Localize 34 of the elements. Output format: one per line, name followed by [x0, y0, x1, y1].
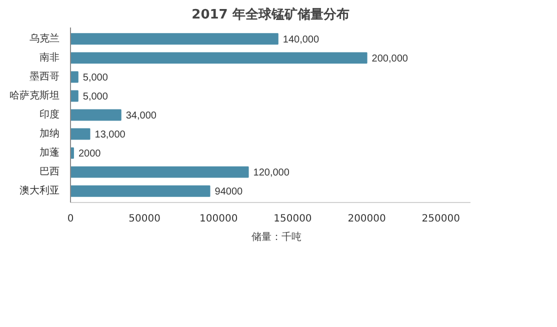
- bar: [70, 109, 122, 121]
- y-tick-label: 印度: [40, 108, 60, 120]
- x-tick-label: 200000: [348, 214, 386, 224]
- x-tick-label: 150000: [274, 214, 312, 224]
- x-tick-label: 0: [67, 214, 74, 224]
- bar: [70, 166, 249, 178]
- text: 储量：千吨: [252, 230, 302, 244]
- y-tick-label: 澳大利亚: [20, 184, 60, 197]
- y-tick-label: 南非: [40, 51, 60, 64]
- y-tick-label: 哈萨克斯坦: [10, 89, 60, 102]
- chart-title: 2017 年全球锰矿储量分布: [192, 6, 350, 22]
- data-label: 5,000: [82, 72, 108, 84]
- data-label: 94000: [214, 186, 244, 198]
- bar: [70, 71, 78, 83]
- data-label: 200,000: [372, 53, 408, 64]
- y-tick-label: 巴西: [40, 166, 60, 178]
- x-tick-label: 50000: [128, 214, 160, 224]
- data-label: 13,000: [94, 130, 126, 141]
- y-tick-label: 加蓬: [40, 146, 60, 159]
- x-tick-label: 250000: [422, 214, 460, 224]
- data-label: 5,000: [82, 91, 108, 102]
- y-tick-label: 乌克兰: [30, 32, 60, 44]
- data-label: 140,000: [282, 34, 320, 46]
- bar: [70, 52, 368, 64]
- x-tick-label: 100000: [200, 214, 238, 224]
- data-label: 2000: [78, 148, 102, 160]
- bar: [70, 185, 210, 197]
- bar: [70, 128, 90, 140]
- data-label: 34,000: [126, 110, 157, 122]
- bar: [70, 90, 78, 102]
- y-tick-label: 墨西哥: [30, 71, 60, 82]
- data-label: 120,000: [253, 168, 290, 179]
- bar: [70, 33, 278, 45]
- y-tick-label: 加纳: [40, 128, 60, 140]
